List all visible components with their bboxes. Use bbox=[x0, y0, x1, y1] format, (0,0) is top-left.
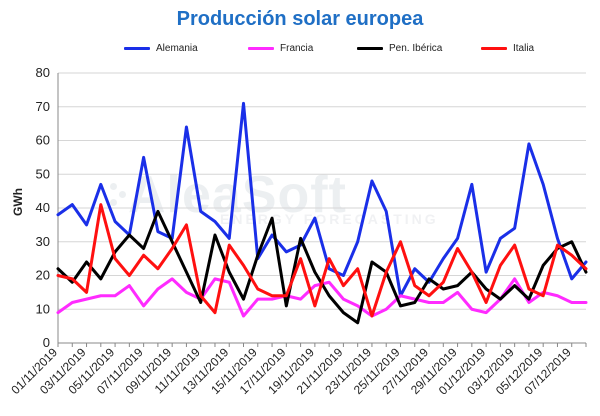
legend-label-pen-iberica: Pen. Ibérica bbox=[389, 43, 443, 54]
legend-swatch-pen-iberica bbox=[357, 47, 383, 50]
legend-label-alemania: Alemania bbox=[156, 43, 198, 54]
series-line-alemania bbox=[56, 101, 588, 298]
legend-item-alemania: Alemania bbox=[124, 43, 198, 54]
series-line-italia bbox=[56, 203, 588, 318]
legend-item-francia: Francia bbox=[248, 43, 313, 54]
y-tick-label: 0 bbox=[43, 335, 50, 350]
legend-swatch-alemania bbox=[124, 47, 150, 50]
legend-item-pen-iberica: Pen. Ibérica bbox=[357, 43, 442, 54]
y-tick-label: 50 bbox=[36, 166, 50, 181]
y-tick-label: 10 bbox=[36, 301, 50, 316]
y-tick-label: 40 bbox=[36, 200, 50, 215]
legend-swatch-italia bbox=[481, 47, 507, 50]
legend-swatch-francia bbox=[248, 47, 274, 50]
y-tick-label: 70 bbox=[36, 99, 50, 114]
series-line-pen-iberica bbox=[56, 209, 588, 325]
y-tick-label: 20 bbox=[36, 268, 50, 283]
chart-legend: Alemania Francia Pen. Ibérica Italia bbox=[0, 43, 600, 61]
series-layer bbox=[56, 101, 588, 325]
legend-label-francia: Francia bbox=[280, 43, 314, 54]
chart-title: Producción solar europea bbox=[176, 8, 424, 30]
y-tick-label: 30 bbox=[36, 234, 50, 249]
legend-label-italia: Italia bbox=[513, 43, 535, 54]
legend-item-italia: Italia bbox=[481, 43, 534, 54]
y-tick-label: 60 bbox=[36, 133, 50, 148]
y-tick-label: 80 bbox=[36, 65, 50, 80]
